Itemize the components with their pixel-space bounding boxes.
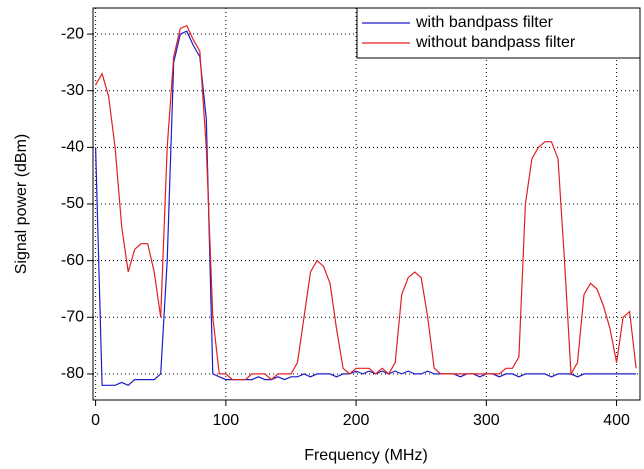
y-tick-label: -30 <box>61 82 84 99</box>
x-tick-label: 400 <box>603 412 630 429</box>
y-tick-label: -50 <box>61 195 84 212</box>
x-axis-label: Frequency (MHz) <box>304 447 428 464</box>
y-tick-label: -80 <box>61 365 84 382</box>
x-tick-label: 0 <box>91 412 100 429</box>
y-tick-label: -60 <box>61 252 84 269</box>
legend-label: with bandpass filter <box>415 14 554 31</box>
series-line <box>95 30 637 387</box>
x-tick-label: 200 <box>343 412 370 429</box>
y-tick-label: -70 <box>61 309 84 326</box>
y-tick-label: -40 <box>61 139 84 156</box>
x-tick-label: 100 <box>212 412 239 429</box>
y-tick-label: -20 <box>61 25 84 42</box>
series-line <box>95 24 637 381</box>
x-tick-label: 300 <box>473 412 500 429</box>
legend-box <box>356 7 641 59</box>
legend-label: without bandpass filter <box>415 34 576 51</box>
y-axis-label: Signal power (dBm) <box>13 134 30 275</box>
